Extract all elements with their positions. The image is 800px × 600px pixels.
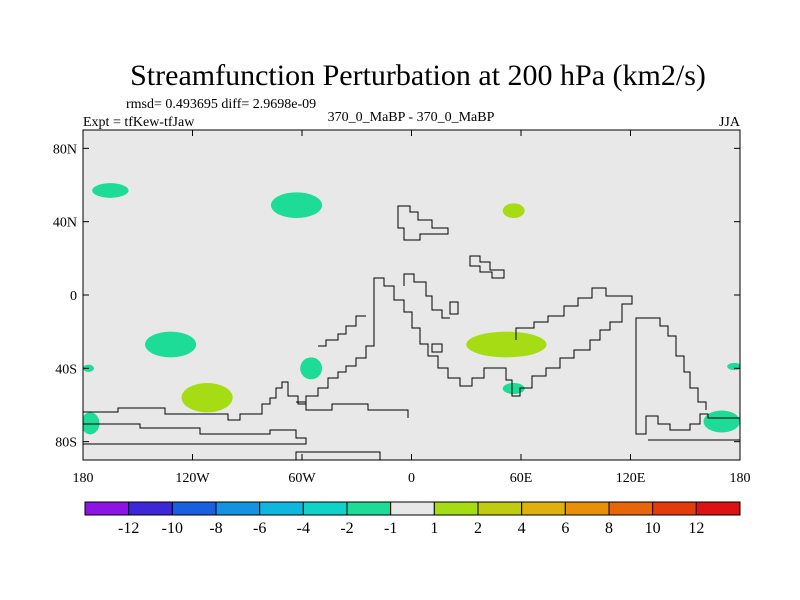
colorbar-swatch-7	[346, 501, 392, 516]
coastline-segment-9	[431, 343, 443, 353]
colorbar-swatch-8	[390, 501, 435, 516]
colorbar-swatch-11	[521, 501, 566, 516]
anomaly-region-negative-7	[502, 383, 525, 394]
colorbar-swatch-15	[695, 501, 741, 516]
axes: 180 120W 60W 0 60E 120E 180 80N 40N 0 40S 80S	[53, 130, 751, 486]
colorbar-swatch-1	[84, 501, 130, 516]
anomaly-region-positive-11	[466, 331, 547, 358]
anomaly-region-negative-2	[270, 192, 323, 219]
colorbar-label-8: 1	[430, 520, 438, 537]
colorbar-swatch-9	[433, 501, 479, 516]
x-tick-label-7: 180	[730, 471, 751, 486]
anomaly-region-positive-12	[181, 383, 233, 413]
coastline-segment-2	[83, 423, 307, 445]
colorbar-swatch-6	[302, 501, 348, 516]
colorbar-label-7: -1	[384, 520, 397, 537]
anomaly-region-positive-10	[502, 203, 525, 219]
season-label: JJA	[719, 115, 741, 130]
anomaly-region-negative-3	[145, 331, 197, 358]
coastline-segment-3	[403, 273, 450, 319]
colorbar-label-2: -10	[162, 520, 183, 537]
colorbar-swatch-10	[477, 501, 523, 516]
colorbar-swatch-12	[564, 501, 610, 516]
x-tick-label-1: 180	[73, 471, 94, 486]
experiment-label: Expt = tfKew-tfJaw	[83, 115, 195, 130]
y-tick-label-2: 40N	[53, 216, 77, 231]
colorbar-label-9: 2	[474, 520, 482, 537]
anomaly-region-negative-8	[703, 410, 740, 433]
y-tick-label-1: 80N	[53, 142, 77, 157]
coastline-segment-12	[295, 451, 381, 460]
anomaly-region-negative-4	[300, 357, 323, 380]
colorbar: -12 -10 -8 -6 -4 -2 -1 1 2 4 6 8 10 12	[84, 501, 741, 537]
coastline-segment-4	[318, 315, 366, 347]
colorbar-label-14: 12	[688, 520, 704, 537]
colorbar-swatch-13	[608, 501, 654, 516]
colorbar-swatch-3	[171, 501, 217, 516]
stats-label: rmsd= 0.493695 diff= 2.9698e-09	[126, 97, 316, 112]
plot-area	[83, 130, 740, 460]
coastline-segment-7	[469, 255, 505, 279]
coastline-segment-5	[296, 401, 409, 418]
colorbar-swatch-4	[215, 501, 261, 516]
colorbar-label-12: 8	[605, 520, 613, 537]
colorbar-label-4: -6	[253, 520, 266, 537]
colorbar-label-5: -4	[297, 520, 310, 537]
anomaly-region-negative-6	[83, 412, 100, 435]
y-tick-label-5: 80S	[55, 436, 77, 451]
coastline-segment-6	[397, 205, 449, 241]
comparison-label: 370_0_MaBP - 370_0_MaBP	[328, 110, 495, 125]
colorbar-label-11: 6	[561, 520, 569, 537]
coastline-segment-1	[83, 277, 633, 421]
colorbar-label-3: -8	[209, 520, 222, 537]
x-tick-label-3: 60W	[288, 471, 316, 486]
coastline-segment-8	[449, 301, 459, 315]
chart-title: Streamfunction Perturbation at 200 hPa (…	[130, 59, 706, 92]
colorbar-label-13: 10	[645, 520, 661, 537]
colorbar-swatch-14	[652, 501, 697, 516]
plot-background	[83, 130, 740, 460]
colorbar-label-6: -2	[340, 520, 353, 537]
x-tick-label-6: 120E	[616, 471, 646, 486]
y-tick-label-3: 0	[70, 289, 77, 304]
colorbar-swatch-5	[259, 501, 304, 516]
colorbar-swatch-2	[128, 501, 173, 516]
coastline-outlines	[83, 205, 740, 460]
x-tick-label-5: 60E	[510, 471, 533, 486]
x-tick-label-4: 0	[408, 471, 415, 486]
colorbar-label-1: -12	[118, 520, 139, 537]
x-tick-label-2: 120W	[175, 471, 210, 486]
coastline-segment-10	[635, 317, 740, 435]
colorbar-label-10: 4	[518, 520, 526, 537]
y-tick-label-4: 40S	[55, 362, 77, 377]
anomaly-region-negative-1	[92, 183, 129, 198]
anomaly-regions	[83, 183, 740, 435]
